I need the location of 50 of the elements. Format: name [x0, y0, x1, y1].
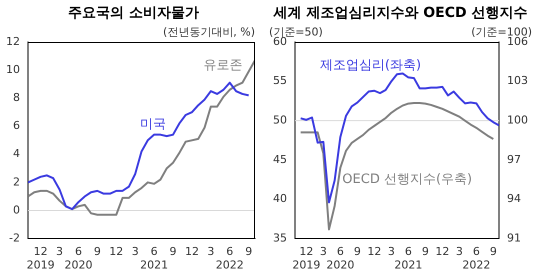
x-tick-label: 3 [132, 245, 139, 258]
x-tick-label: 9 [245, 245, 252, 258]
y-tick-label: 6 [12, 119, 20, 132]
y2-tick-label: 94 [507, 192, 522, 206]
y2-tick-label: 100 [507, 114, 528, 126]
x-tick-label: 6 2021 [140, 245, 168, 272]
x-tick-label: 12 [435, 245, 450, 258]
series-label: 제조업심리(좌축) [320, 58, 422, 73]
x-tick-label: 9 [422, 245, 429, 258]
y-tick-label: 0 [12, 203, 20, 216]
x-tick-label: 12 2019 [26, 245, 55, 272]
x-tick-label: 9 [170, 245, 177, 258]
x-tick-label: 6 2020 [326, 245, 354, 272]
x-tick-label: 6 2022 [462, 245, 490, 272]
x-tick-label: 3 [456, 245, 463, 258]
y-tick-label: 2 [12, 175, 20, 188]
series-label: 미국 [140, 116, 166, 132]
x-tick-label: 3 [207, 245, 214, 258]
y-tick-label: 40 [272, 192, 287, 206]
x-tick-label: 9 [490, 245, 497, 258]
y2-tick-label: 91 [507, 231, 522, 244]
x-tick-label: 12 [367, 245, 382, 258]
y-tick-label: 10 [6, 62, 20, 76]
chart-title: 세계 제조업심리지수와 OECD 선행지수 [272, 4, 528, 23]
x-tick-label: 6 2021 [394, 245, 422, 272]
y2-tick-label: 97 [507, 152, 522, 166]
x-tick-label: 6 2020 [64, 245, 92, 272]
y-tick-label: 35 [272, 231, 287, 244]
series-label: 유로존 [204, 58, 243, 73]
y-tick-label: 4 [12, 147, 20, 160]
x-tick-label: 3 [56, 245, 64, 258]
y-tick-label: 50 [272, 114, 287, 126]
y-tick-label: 8 [12, 91, 20, 104]
y-tick-label: 12 [6, 34, 20, 48]
series-label: OECD 선행지수(우축) [342, 172, 472, 187]
x-tick-label: 9 [94, 245, 101, 258]
x-tick-label: 12 [109, 245, 124, 258]
y-tick-label: 55 [272, 74, 287, 88]
y-tick-label: 45 [272, 152, 287, 166]
x-tick-label: 9 [354, 245, 361, 258]
x-tick-label: 6 2022 [216, 245, 244, 272]
x-tick-label: 3 [320, 245, 327, 258]
y2-tick-label: 103 [507, 74, 528, 88]
y-tick-label: -2 [9, 231, 20, 244]
x-tick-label: 3 [388, 245, 395, 258]
chart-title: 주요국의 소비자물가 [67, 4, 200, 23]
x-tick-label: 12 [184, 245, 199, 258]
y-axis-title: (전년동기대비, %) [162, 25, 255, 38]
y-axis-title: (기준=50) [269, 25, 323, 38]
x-tick-label: 12 2019 [292, 245, 320, 272]
